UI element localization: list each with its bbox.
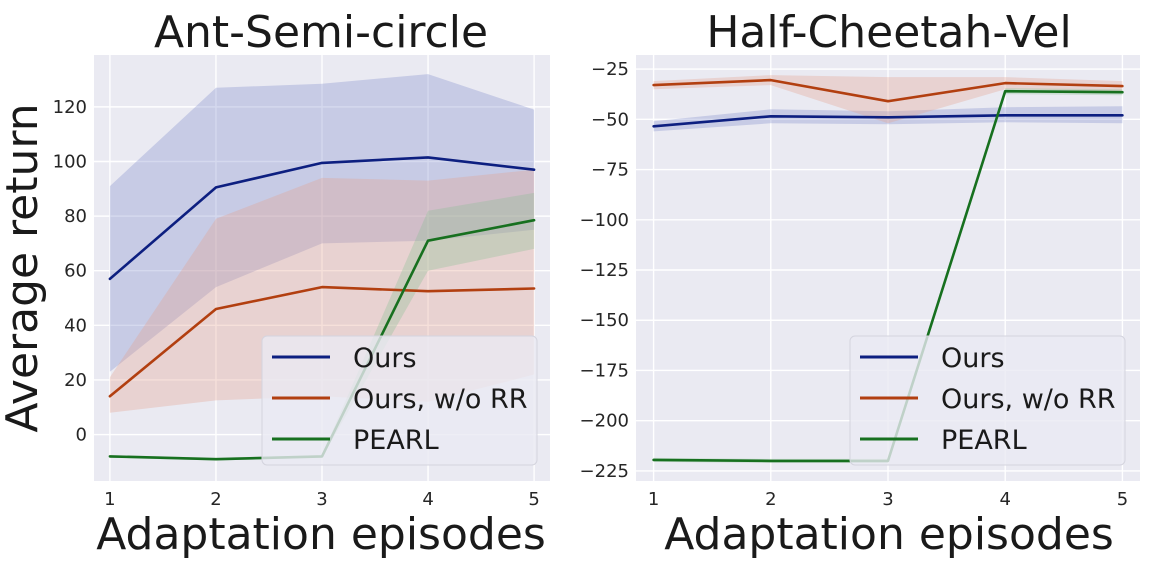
legend-label-ours-left: Ours — [353, 343, 417, 374]
line-ours-left — [108, 156, 536, 281]
xtick-label: 2 — [210, 489, 221, 510]
legend-label-norr-left: Ours, w/o RR — [353, 384, 528, 415]
chart-panel-right: Half-Cheetah-Vel −25 −50 −75 −100 −125 −150 −1… — [580, 7, 1140, 560]
xtick-label: 3 — [316, 489, 327, 510]
legend-left: Ours Ours, w/o RR PEARL — [261, 335, 538, 466]
legend-box-left — [261, 335, 538, 466]
xticks-left: 1 2 3 4 5 — [104, 489, 540, 510]
legend-box-right — [849, 335, 1126, 466]
legend-right: Ours Ours, w/o RR PEARL — [849, 335, 1126, 466]
xtick-label: 2 — [765, 489, 776, 510]
bands-right — [653, 75, 1123, 463]
chart-title-right: Half-Cheetah-Vel — [706, 7, 1071, 58]
ytick-label: −200 — [580, 411, 629, 432]
band-pearl-left — [109, 192, 535, 461]
ytick-label: 0 — [76, 425, 87, 446]
xtick-label: 5 — [528, 489, 539, 510]
band-norr-right — [653, 75, 1123, 124]
chart-panel-left: Ant-Semi-circle 0 20 40 60 80 100 120 1 2 3 4 5 Ad… — [53, 7, 550, 560]
xtick-label: 3 — [882, 489, 893, 510]
legend-label-pearl-right: PEARL — [941, 425, 1027, 456]
band-ours-left — [109, 74, 535, 372]
xlabel-right: Adaptation episodes — [664, 509, 1114, 560]
yticks-right: −25 −50 −75 −100 −125 −150 −175 −200 −225 — [580, 59, 629, 482]
ytick-label: −175 — [580, 360, 629, 381]
legend-label-pearl-left: PEARL — [353, 425, 439, 456]
legend-label-ours-right: Ours — [941, 343, 1005, 374]
ytick-label: −25 — [591, 59, 629, 80]
xticks-right: 1 2 3 4 5 — [648, 489, 1128, 510]
line-ours-right — [652, 114, 1124, 128]
yticks-left: 0 20 40 60 80 100 120 — [53, 97, 87, 446]
line-norr-right — [652, 78, 1124, 103]
ytick-label: 100 — [53, 152, 87, 173]
legend-label-norr-right: Ours, w/o RR — [941, 384, 1116, 415]
xtick-label: 1 — [104, 489, 115, 510]
chart-title-left: Ant-Semi-circle — [154, 7, 488, 58]
xtick-label: 4 — [999, 489, 1010, 510]
ytick-label: 40 — [64, 315, 87, 336]
xtick-label: 5 — [1117, 489, 1128, 510]
shared-ylabel: Average return — [0, 103, 48, 432]
ytick-label: −75 — [591, 160, 629, 181]
band-ours-right — [653, 106, 1123, 132]
ytick-label: −125 — [580, 260, 629, 281]
ytick-label: −150 — [580, 310, 629, 331]
line-norr-left — [108, 285, 536, 398]
xtick-label: 1 — [648, 489, 659, 510]
ytick-label: 80 — [64, 206, 87, 227]
ytick-label: 120 — [53, 97, 87, 118]
xlabel-left: Adaptation episodes — [96, 509, 546, 560]
xtick-label: 4 — [422, 489, 433, 510]
ytick-label: 20 — [64, 370, 87, 391]
ytick-label: −100 — [580, 210, 629, 231]
ytick-label: −225 — [580, 461, 629, 482]
ytick-label: −50 — [591, 109, 629, 130]
ytick-label: 60 — [64, 261, 87, 282]
